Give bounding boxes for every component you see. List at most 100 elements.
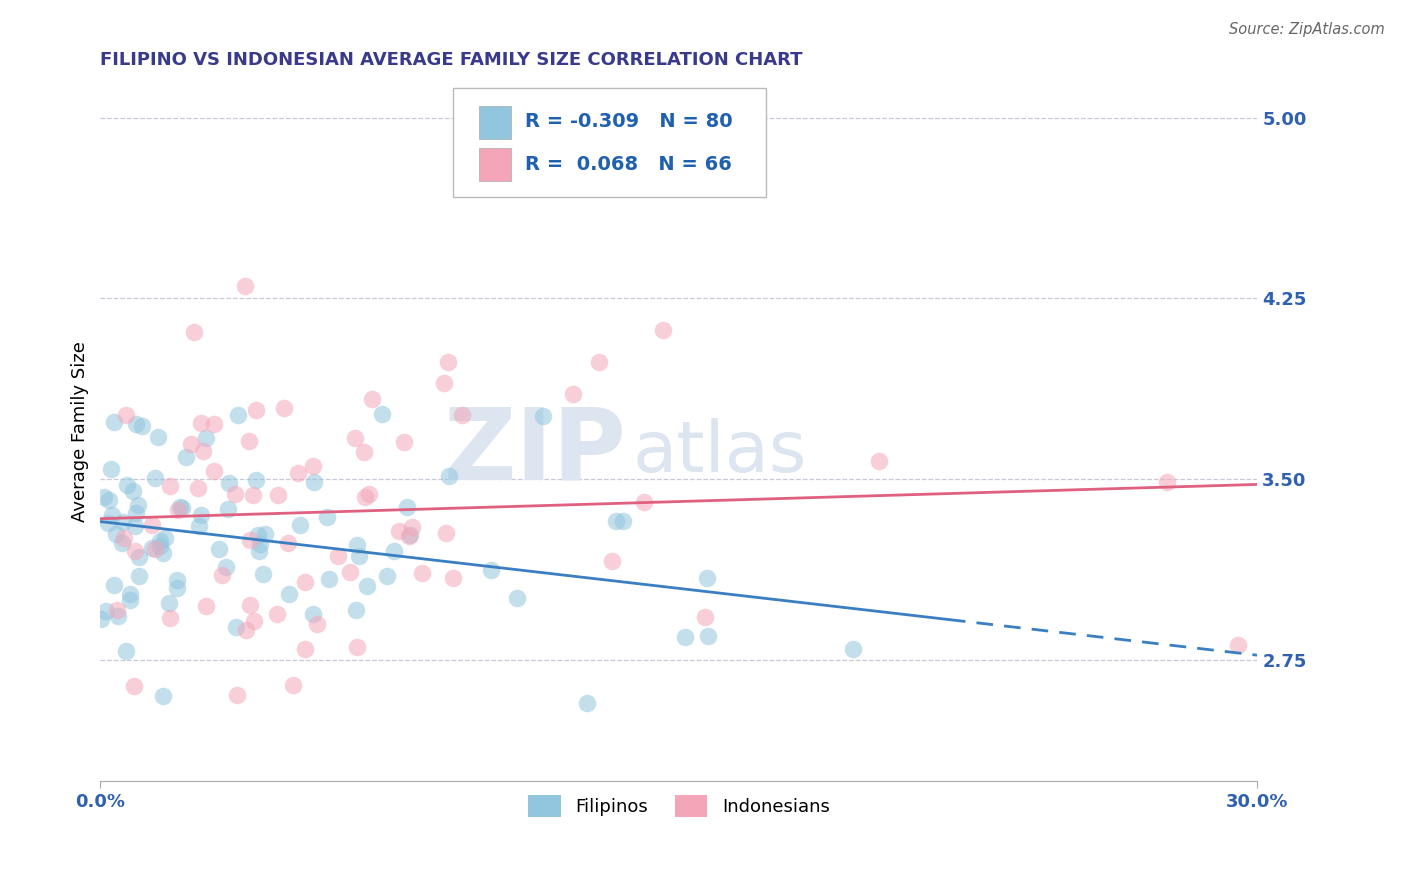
Point [375, 569, 398, 583]
Text: R = -0.309   N = 80: R = -0.309 N = 80 [524, 112, 733, 131]
Point [612, 515, 634, 529]
Point [382, 544, 405, 558]
Point [266, 607, 288, 622]
Point [193, 443, 215, 458]
Point [159, 479, 181, 493]
Point [118, 593, 141, 607]
Point [302, 475, 325, 489]
Point [115, 478, 138, 492]
Point [283, 678, 305, 692]
Point [100, 462, 122, 476]
Point [576, 696, 599, 710]
Point [128, 569, 150, 583]
Point [226, 409, 249, 423]
Point [115, 408, 138, 422]
Point [245, 403, 267, 417]
Point [105, 527, 128, 541]
Point [174, 450, 197, 464]
Point [693, 609, 716, 624]
Point [252, 566, 274, 581]
Point [441, 570, 464, 584]
Point [166, 573, 188, 587]
Point [411, 566, 433, 581]
Point [479, 563, 502, 577]
Point [353, 445, 375, 459]
Point [356, 579, 378, 593]
Point [437, 354, 460, 368]
Point [149, 534, 172, 549]
Point [146, 430, 169, 444]
Point [93, 490, 115, 504]
Point [506, 591, 529, 605]
Point [233, 279, 256, 293]
Point [868, 454, 890, 468]
Point [305, 617, 328, 632]
Point [318, 572, 340, 586]
Point [399, 527, 422, 541]
Point [531, 409, 554, 423]
Point [388, 524, 411, 538]
Point [290, 518, 312, 533]
Text: ZIP: ZIP [444, 404, 627, 500]
Point [141, 517, 163, 532]
Point [202, 465, 225, 479]
Point [125, 506, 148, 520]
Point [111, 536, 134, 550]
Point [121, 483, 143, 498]
Point [190, 416, 212, 430]
Point [673, 630, 696, 644]
Point [143, 541, 166, 556]
Point [243, 614, 266, 628]
Point [302, 607, 325, 622]
Point [1227, 638, 1250, 652]
Point [401, 520, 423, 534]
Point [187, 519, 209, 533]
Point [316, 510, 339, 524]
Text: Source: ZipAtlas.com: Source: ZipAtlas.com [1229, 22, 1385, 37]
Point [218, 475, 240, 490]
Point [242, 488, 264, 502]
Point [294, 575, 316, 590]
Point [226, 689, 249, 703]
Point [451, 408, 474, 422]
Point [124, 417, 146, 431]
Point [115, 643, 138, 657]
Point [344, 431, 367, 445]
Point [434, 525, 457, 540]
Point [224, 487, 246, 501]
Bar [478, 106, 512, 139]
Point [398, 528, 420, 542]
Point [124, 519, 146, 533]
Point [187, 481, 209, 495]
Point [111, 515, 134, 529]
Point [195, 431, 218, 445]
Point [249, 537, 271, 551]
Legend: Filipinos, Indonesians: Filipinos, Indonesians [520, 788, 837, 824]
Point [392, 435, 415, 450]
Point [180, 437, 202, 451]
Point [208, 542, 231, 557]
Text: FILIPINO VS INDONESIAN AVERAGE FAMILY SIZE CORRELATION CHART: FILIPINO VS INDONESIAN AVERAGE FAMILY SI… [100, 51, 803, 69]
Point [225, 619, 247, 633]
Point [361, 392, 384, 406]
Point [370, 407, 392, 421]
Point [273, 401, 295, 415]
Point [159, 611, 181, 625]
Point [112, 531, 135, 545]
Point [696, 571, 718, 585]
Point [339, 565, 361, 579]
Point [651, 323, 673, 337]
Point [238, 434, 260, 449]
Point [247, 528, 270, 542]
Point [128, 549, 150, 564]
Point [277, 587, 299, 601]
Point [118, 587, 141, 601]
Point [328, 549, 350, 564]
Point [346, 538, 368, 552]
Point [217, 502, 239, 516]
Point [344, 603, 367, 617]
Point [131, 419, 153, 434]
Point [600, 554, 623, 568]
Point [432, 376, 454, 390]
Point [287, 466, 309, 480]
